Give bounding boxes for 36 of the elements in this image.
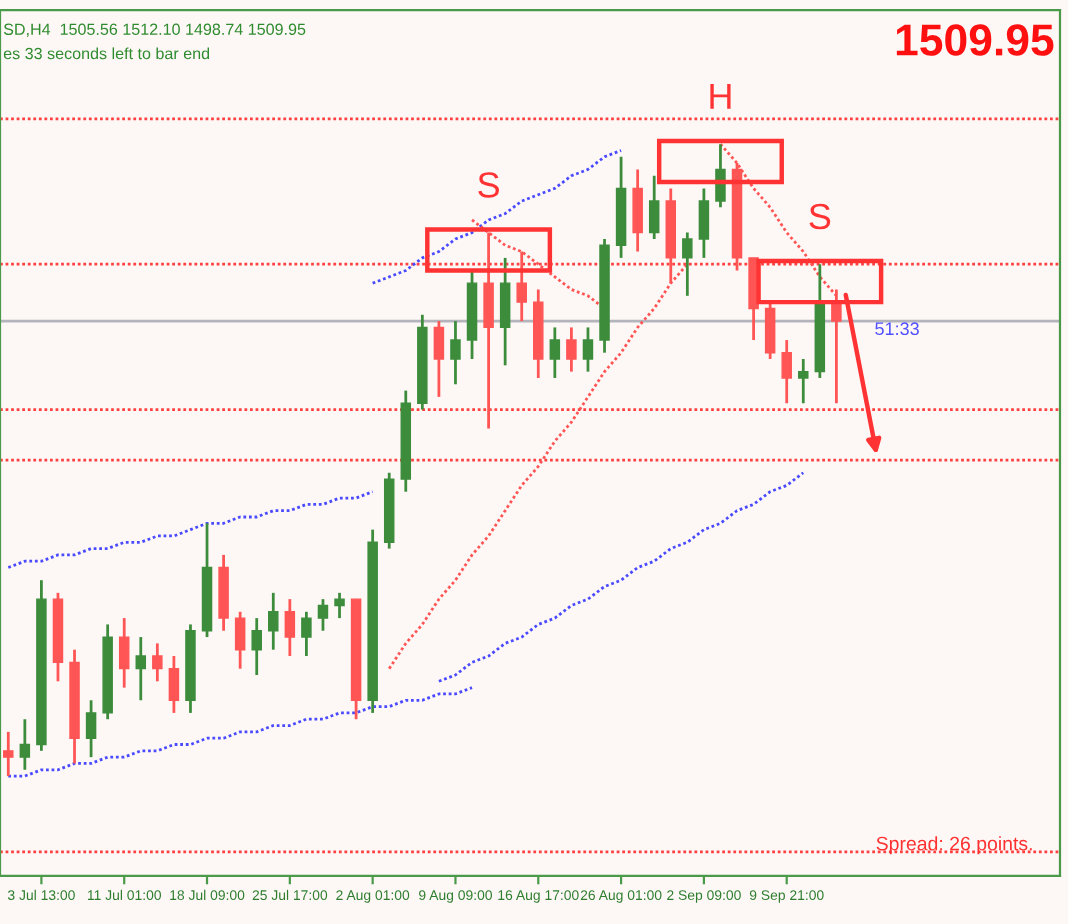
- candlestick: [118, 616, 130, 690]
- annotation: S: [809, 203, 831, 230]
- candlestick: [85, 698, 97, 759]
- candlestick: [152, 642, 163, 683]
- candlestick: [682, 231, 693, 298]
- candlestick: [433, 319, 445, 399]
- candlestick: [168, 654, 180, 715]
- candlestick: [781, 338, 792, 405]
- candlestick: [3, 730, 14, 778]
- candlestick: [715, 142, 726, 209]
- candlestick: [798, 357, 809, 405]
- candlestick: [334, 591, 345, 620]
- candlestick: [268, 591, 279, 652]
- candlestick: [234, 610, 246, 671]
- annotation: S: [478, 172, 499, 198]
- candlestick: [499, 256, 511, 367]
- candlestick: [648, 174, 660, 241]
- candlestick: [135, 635, 147, 702]
- candlestick: [450, 319, 461, 386]
- candlestick: [19, 717, 31, 772]
- text: SD,H4 1505.56 1512.10 1498.74 1509.95: [3, 23, 306, 37]
- candlestick: [632, 168, 643, 253]
- candlestick: [582, 326, 594, 374]
- text: es 33 seconds left to bar end: [3, 47, 210, 60]
- candlestick: [301, 610, 312, 658]
- candlestick: [698, 186, 710, 260]
- text: 51:33: [875, 322, 919, 336]
- text: 1509.95: [896, 24, 1054, 56]
- annotation: H: [710, 84, 731, 109]
- candlestick: [251, 616, 262, 677]
- candlestick: [317, 597, 329, 633]
- text: Spread: 26 points.: [876, 836, 1032, 855]
- candlestick: [549, 326, 561, 380]
- candlestick: [284, 597, 296, 658]
- candlestick: [566, 326, 577, 374]
- candlestick: [764, 300, 776, 361]
